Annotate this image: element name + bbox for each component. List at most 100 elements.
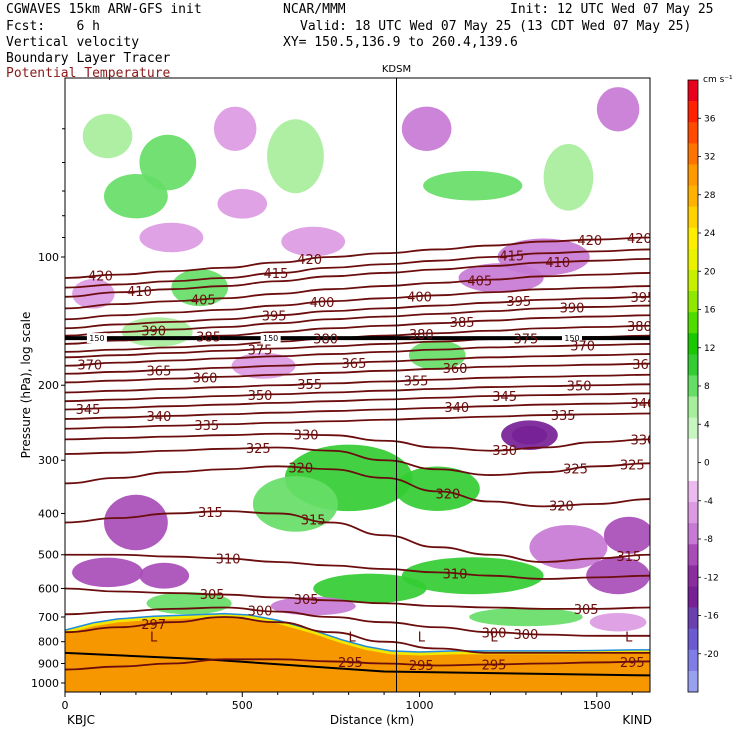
vertical-velocity-cell (139, 562, 190, 589)
colorbar-tick-label: 12 (704, 344, 715, 354)
theta-label: 390 (560, 302, 585, 317)
theta-label: 395 (262, 310, 287, 325)
x-tick-label: 500 (232, 699, 253, 712)
colorbar-tick-label: 36 (704, 114, 716, 124)
theta-label: 405 (191, 293, 216, 308)
theta-contour-330 (65, 432, 650, 452)
colorbar-tick-label: 8 (704, 382, 710, 392)
colorbar-tick-label: 16 (704, 306, 716, 316)
colorbar-tick-label: 4 (704, 420, 710, 430)
ground-low-label: L (490, 631, 498, 646)
theta-contour-370 (65, 343, 650, 367)
colorbar-swatch (688, 164, 698, 186)
y-tick-label: 500 (38, 549, 59, 562)
x-axis: 0 500 1000 1500 (62, 692, 633, 712)
theta-label: 295 (409, 659, 434, 674)
field-boundary-layer-tracer: Boundary Layer Tracer (6, 51, 171, 66)
valid-time: Valid: 18 UTC Wed 07 May 25 (13 CDT Wed … (300, 19, 692, 34)
theta-contour-420 (65, 236, 650, 279)
theta-label: 375 (513, 332, 538, 347)
theta-label: 415 (499, 250, 524, 265)
ground-low-label: L (418, 631, 426, 646)
colorbar-tick-label: 32 (704, 153, 715, 163)
colorbar-swatch (688, 565, 698, 587)
y-tick-label: 700 (38, 611, 59, 624)
theta-label: 330 (630, 434, 655, 449)
theta-contour-415 (65, 248, 650, 289)
colorbar-swatch (688, 312, 698, 334)
ground-surface-line (65, 651, 650, 677)
colorbar-swatch (688, 291, 698, 313)
theta-label: 320 (288, 462, 313, 477)
colorbar-tick-label: 0 (704, 459, 710, 469)
vertical-velocity-cell (104, 494, 168, 551)
tropopause-label: 150 (564, 334, 579, 343)
colorbar-swatch (688, 438, 698, 461)
cross-section-endpoints: XY= 150.5,136.9 to 260.4,139.6 (283, 35, 518, 50)
tropopause-label-bg (562, 333, 582, 344)
colorbar-tick-label: 24 (704, 229, 716, 239)
theta-contour-305 (65, 587, 650, 610)
theta-contour-297 (65, 616, 650, 654)
theta-label: 325 (563, 463, 588, 478)
colorbar-swatch (688, 502, 698, 524)
colorbar-tick-label: -16 (704, 612, 719, 622)
vertical-velocity-cell (139, 134, 197, 191)
theta-label: 365 (342, 357, 367, 372)
colorbar-swatch (688, 354, 698, 376)
vertical-velocity-cell (603, 516, 650, 554)
y-axis-title: Pressure (hPa), log scale (19, 312, 33, 459)
theta-label: 410 (545, 256, 570, 271)
theta-label: 390 (141, 324, 166, 339)
ground-low-label: L (150, 631, 158, 646)
theta-contour-390 (65, 304, 650, 337)
colorbar-swatch (688, 459, 698, 482)
theta-label: 300 (482, 626, 507, 641)
forecast-hour: Fcst: 6 h (6, 19, 100, 34)
colorbar-swatch (688, 396, 698, 418)
model-title: CGWAVES 15km ARW-GFS init (6, 2, 202, 17)
tropopause-label: 150 (89, 334, 104, 343)
theta-label: 410 (127, 285, 152, 300)
colorbar-swatch (688, 375, 698, 397)
theta-label: 360 (632, 358, 657, 373)
vertical-velocity-cell (511, 425, 548, 445)
theta-contour-335 (65, 412, 650, 430)
theta-label: 300 (513, 628, 538, 643)
field-potential-temperature: Potential Temperature (6, 66, 171, 81)
y-tick-label: 100 (38, 251, 59, 264)
vertical-velocity-cell (469, 607, 583, 627)
x-tick-label: 1500 (583, 699, 611, 712)
colorbar-swatch (688, 122, 698, 144)
theta-label: 400 (407, 290, 432, 305)
y-tick-label: 1000 (31, 677, 59, 690)
ground-low-label: L (349, 631, 357, 646)
field-vertical-velocity: Vertical velocity (6, 35, 140, 50)
colorbar-tick-label: -4 (704, 497, 713, 507)
theta-contour-295 (65, 658, 650, 671)
colorbar-swatch (688, 586, 698, 608)
ground-low-label: L (625, 631, 633, 646)
vertical-velocity-cell (82, 113, 133, 159)
theta-label: 380 (313, 332, 338, 347)
colorbar-swatch (688, 269, 698, 292)
theta-label: 340 (147, 410, 172, 425)
vertical-velocity-cell (401, 106, 452, 151)
colorbar-tick-label: 20 (704, 267, 716, 277)
vertical-velocity-cell (72, 557, 143, 588)
colorbar-swatch (688, 206, 698, 229)
theta-label: 380 (627, 320, 652, 335)
theta-label: 400 (310, 296, 335, 311)
left-endpoint-label: KBJC (67, 713, 95, 727)
right-endpoint-label: KIND (622, 713, 652, 727)
vertical-velocity-cell (313, 573, 427, 604)
vertical-velocity-cell (217, 188, 268, 219)
colorbar-swatch (688, 80, 698, 102)
theta-contour-355 (65, 373, 650, 394)
theta-label: 380 (409, 328, 434, 343)
theta-label: 325 (620, 458, 645, 473)
colorbar-units: cm s⁻¹ (703, 75, 733, 85)
tropopause-line-layer: 150 150 150 (65, 333, 650, 344)
theta-label: 320 (435, 487, 460, 502)
